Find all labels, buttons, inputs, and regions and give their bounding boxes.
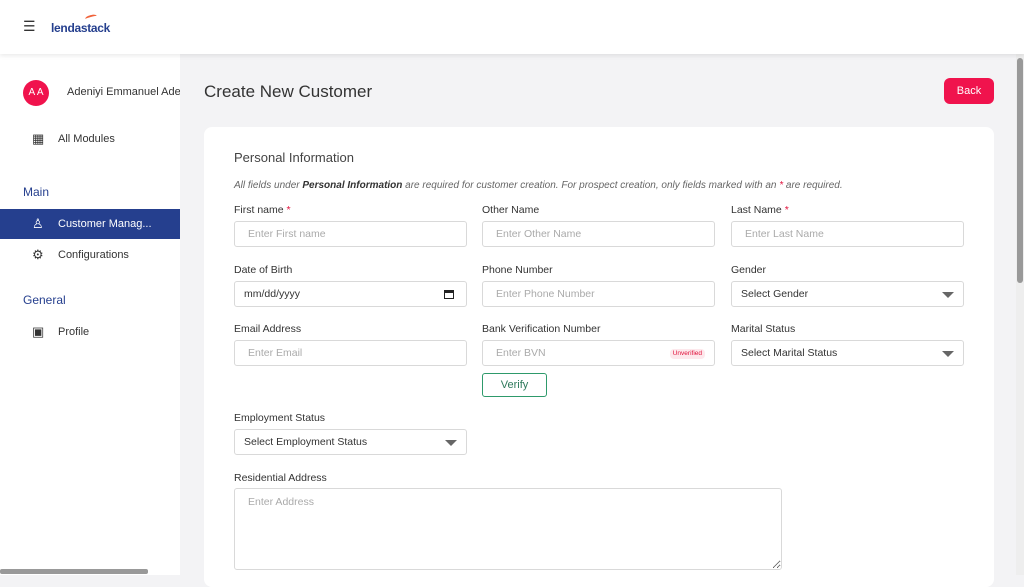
first-name-label: First name *	[234, 204, 291, 216]
sidebar-scrollbar[interactable]	[0, 569, 148, 574]
logo[interactable]: lendastack	[51, 13, 111, 35]
logo-text: lendastack	[51, 21, 111, 35]
other-name-input[interactable]: Enter Other Name	[482, 221, 715, 247]
page-scrollbar[interactable]	[1016, 54, 1024, 575]
sidebar-item-label: Profile	[58, 326, 90, 338]
profile-card-icon: ▣	[32, 324, 45, 339]
section-general: General	[23, 293, 66, 307]
last-name-label: Last Name *	[731, 204, 789, 216]
section-main: Main	[23, 185, 50, 199]
user-icon: ♙	[32, 216, 44, 231]
avatar[interactable]: A A	[23, 80, 49, 106]
dob-label: Date of Birth	[234, 264, 293, 276]
address-label: Residential Address	[234, 472, 327, 484]
dob-value: mm/dd/yyyy	[244, 288, 301, 300]
sidebar-item-all-modules[interactable]: ▦ All Modules	[0, 124, 180, 154]
note-text: are required for customer creation. For …	[402, 180, 780, 191]
phone-input[interactable]: Enter Phone Number	[482, 281, 715, 307]
sidebar-item-label: Customer Manag...	[58, 218, 152, 230]
grid-icon: ▦	[32, 131, 45, 146]
top-bar: ☰ lendastack	[0, 0, 1024, 54]
unverified-badge: Unverified	[669, 349, 705, 359]
marital-label: Marital Status	[731, 323, 796, 335]
email-label: Email Address	[234, 323, 302, 335]
sidebar-item-configurations[interactable]: ⚙ Configurations	[0, 240, 180, 270]
bvn-placeholder: Enter BVN	[496, 347, 546, 359]
verify-button[interactable]: Verify	[482, 373, 547, 397]
required-mark: *	[286, 204, 291, 216]
bvn-input[interactable]: Enter BVN Unverified	[482, 340, 715, 366]
note-text: All fields under	[234, 180, 303, 191]
user-name: Adeniyi Emmanuel Adeniyi	[67, 86, 180, 98]
phone-label: Phone Number	[482, 264, 553, 276]
first-name-input[interactable]: Enter First name	[234, 221, 467, 247]
calendar-icon[interactable]	[444, 290, 454, 299]
address-input[interactable]	[234, 488, 782, 570]
label-text: First name	[234, 204, 284, 216]
bvn-label: Bank Verification Number	[482, 323, 601, 335]
sidebar	[0, 54, 180, 575]
page-title: Create New Customer	[204, 82, 373, 101]
note-bold: Personal Information	[302, 180, 403, 191]
required-mark: *	[784, 204, 789, 216]
required-mark: *	[779, 180, 784, 191]
gender-select[interactable]: Select Gender	[731, 281, 964, 307]
last-name-input[interactable]: Enter Last Name	[731, 221, 964, 247]
back-button[interactable]: Back	[944, 78, 994, 104]
note-text: are required.	[783, 180, 843, 191]
employment-select[interactable]: Select Employment Status	[234, 429, 467, 455]
email-input[interactable]: Enter Email	[234, 340, 467, 366]
label-text: Last Name	[731, 204, 782, 216]
sidebar-item-profile[interactable]: ▣ Profile	[0, 317, 180, 347]
gender-label: Gender	[731, 264, 767, 276]
gear-icon: ⚙	[32, 247, 44, 262]
sidebar-item-label: Configurations	[58, 249, 129, 261]
marital-select[interactable]: Select Marital Status	[731, 340, 964, 366]
menu-collapse-icon[interactable]: ☰	[23, 18, 36, 34]
form-note: All fields under Personal Information ar…	[234, 180, 843, 191]
sidebar-item-customer-management[interactable]: ♙ Customer Manag...	[0, 209, 180, 239]
dob-input[interactable]: mm/dd/yyyy	[234, 281, 467, 307]
sidebar-item-label: All Modules	[58, 133, 115, 145]
section-title: Personal Information	[234, 150, 354, 165]
other-name-label: Other Name	[482, 204, 540, 216]
employment-label: Employment Status	[234, 412, 326, 424]
